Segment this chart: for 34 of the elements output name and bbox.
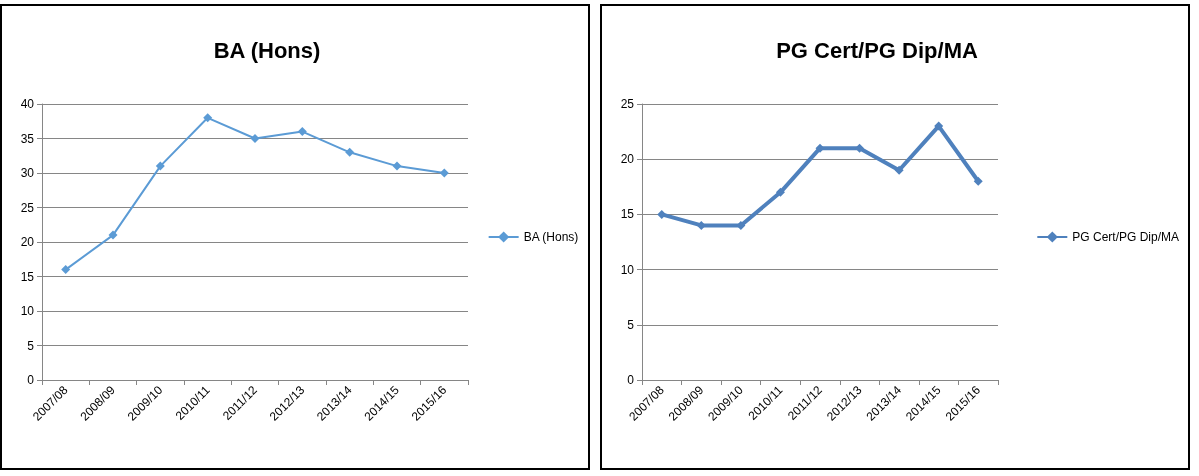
point (108, 230, 118, 240)
y-tick-label: 5 (627, 317, 635, 332)
point (297, 127, 307, 137)
point (250, 134, 260, 143)
point (61, 265, 71, 275)
point (973, 176, 983, 186)
point (657, 209, 667, 219)
y-tick-label: 15 (20, 269, 35, 284)
y-tick-label: 25 (20, 200, 35, 215)
y-tick-label: 30 (20, 166, 35, 180)
y-tick-label: 15 (620, 207, 635, 222)
point (392, 161, 402, 171)
y-tick-label: 0 (27, 373, 35, 387)
point (155, 161, 165, 171)
chart-title: PG Cert/PG Dip/MA (776, 37, 978, 63)
point (439, 168, 449, 178)
y-tick-label: 0 (627, 373, 635, 387)
y-tick-label: 25 (620, 97, 635, 111)
point (203, 113, 213, 123)
point (894, 165, 904, 175)
legend-label: BA (Hons) (523, 230, 579, 244)
point (345, 147, 355, 157)
point (775, 187, 785, 197)
y-tick-label: 5 (27, 338, 35, 353)
y-tick-label: 40 (20, 97, 35, 111)
chart-title: BA (Hons) (213, 37, 321, 63)
y-tick-label: 35 (20, 131, 35, 146)
y-tick-label: 20 (20, 235, 35, 249)
point (855, 143, 865, 153)
y-tick-label: 10 (20, 304, 35, 318)
legend-label: PG Cert/PG Dip/MA (1072, 230, 1179, 244)
point (934, 121, 944, 131)
y-tick-label: 20 (620, 152, 635, 167)
y-tick-label: 10 (620, 262, 635, 277)
